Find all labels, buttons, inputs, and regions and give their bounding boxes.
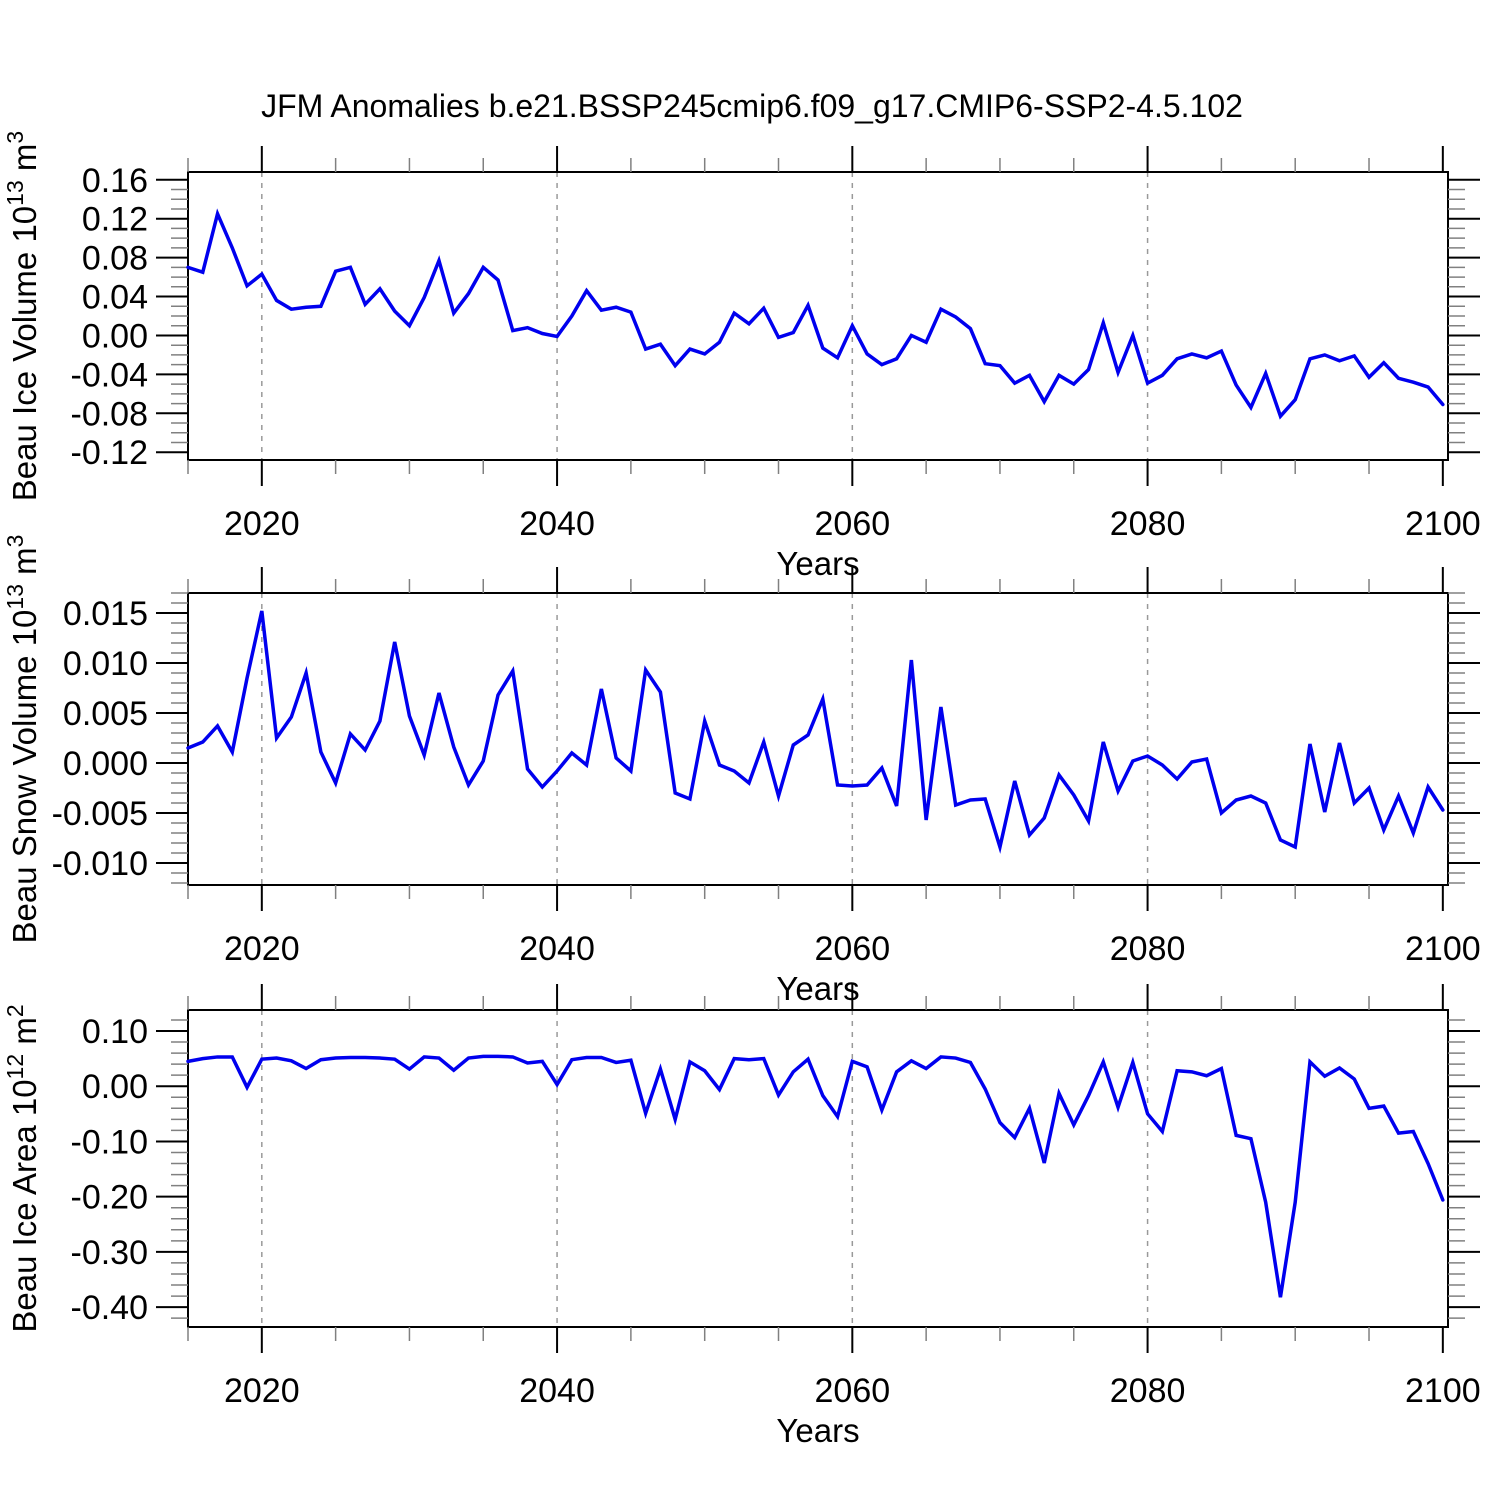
panel-beau-ice-area: 0.10 0.00 -0.10 -0.20 -0.30 -0.40 2020 2040 2060… bbox=[2, 984, 1481, 1449]
beau-ice-area-line bbox=[186, 1054, 1445, 1298]
x-tick-label: 2020 bbox=[224, 505, 300, 543]
x-axis-title: Years bbox=[776, 1412, 859, 1449]
plot-frame bbox=[187, 592, 1449, 886]
y-tick-label: 0.00 bbox=[82, 317, 148, 355]
x-tick-label: 2040 bbox=[519, 930, 595, 968]
beau-ice-volume-line bbox=[186, 208, 1445, 420]
y-axis-title: Beau Ice Area 1012 m2 bbox=[2, 1004, 43, 1332]
x-tick-label: 2020 bbox=[224, 1372, 300, 1410]
plot-frame bbox=[187, 1009, 1449, 1328]
x-tick-label: 2040 bbox=[519, 505, 595, 543]
y-tick-label: -0.12 bbox=[71, 434, 149, 472]
y-tick-label: 0.010 bbox=[63, 645, 148, 683]
y-tick-label: -0.04 bbox=[71, 356, 149, 394]
y-tick-label: -0.010 bbox=[52, 845, 148, 883]
y-tick-label: 0.16 bbox=[82, 162, 148, 200]
y-tick-label: -0.30 bbox=[71, 1234, 149, 1272]
x-tick-label: 2080 bbox=[1110, 1372, 1186, 1410]
y-tick-label: 0.000 bbox=[63, 745, 148, 783]
x-tick-label: 2060 bbox=[815, 930, 891, 968]
y-axis-title: Beau Snow Volume 1013 m3 bbox=[2, 535, 43, 944]
y-tick-label: 0.00 bbox=[82, 1068, 148, 1106]
x-tick-label: 2080 bbox=[1110, 505, 1186, 543]
beau-snow-volume-line bbox=[186, 610, 1445, 854]
plot-frame bbox=[187, 171, 1449, 461]
x-tick-label: 2060 bbox=[815, 1372, 891, 1410]
x-tick-label: 2020 bbox=[224, 930, 300, 968]
panel-beau-snow-volume: 0.015 0.010 0.005 0.000 -0.005 -0.010 2020 2040… bbox=[2, 535, 1481, 1007]
x-tick-label: 2040 bbox=[519, 1372, 595, 1410]
x-axis-title: Years bbox=[776, 545, 859, 582]
x-tick-label: 2100 bbox=[1405, 930, 1481, 968]
y-tick-label: -0.20 bbox=[71, 1179, 149, 1217]
y-tick-label: 0.005 bbox=[63, 695, 148, 733]
y-tick-label: -0.40 bbox=[71, 1289, 149, 1327]
y-tick-label: -0.005 bbox=[52, 795, 148, 833]
y-tick-label: 0.04 bbox=[82, 279, 148, 317]
panel-beau-ice-volume: 0.160.120.080.040.00-0.04-0.08-0.12 2020 2… bbox=[2, 131, 1481, 582]
y-tick-label: 0.10 bbox=[82, 1013, 148, 1051]
y-tick-label: 0.08 bbox=[82, 240, 148, 278]
x-tick-label: 2100 bbox=[1405, 1372, 1481, 1410]
x-tick-label: 2100 bbox=[1405, 505, 1481, 543]
y-tick-label: 0.12 bbox=[82, 201, 148, 239]
y-tick-label: 0.015 bbox=[63, 595, 148, 633]
y-axis-title: Beau Ice Volume 1013 m3 bbox=[2, 131, 43, 501]
x-tick-label: 2080 bbox=[1110, 930, 1186, 968]
y-tick-label: -0.08 bbox=[71, 395, 149, 433]
x-tick-label: 2060 bbox=[815, 505, 891, 543]
chart-title: JFM Anomalies b.e21.BSSP245cmip6.f09_g17… bbox=[261, 88, 1243, 124]
y-tick-label: -0.10 bbox=[71, 1123, 149, 1161]
x-axis-title: Years bbox=[776, 970, 859, 1007]
